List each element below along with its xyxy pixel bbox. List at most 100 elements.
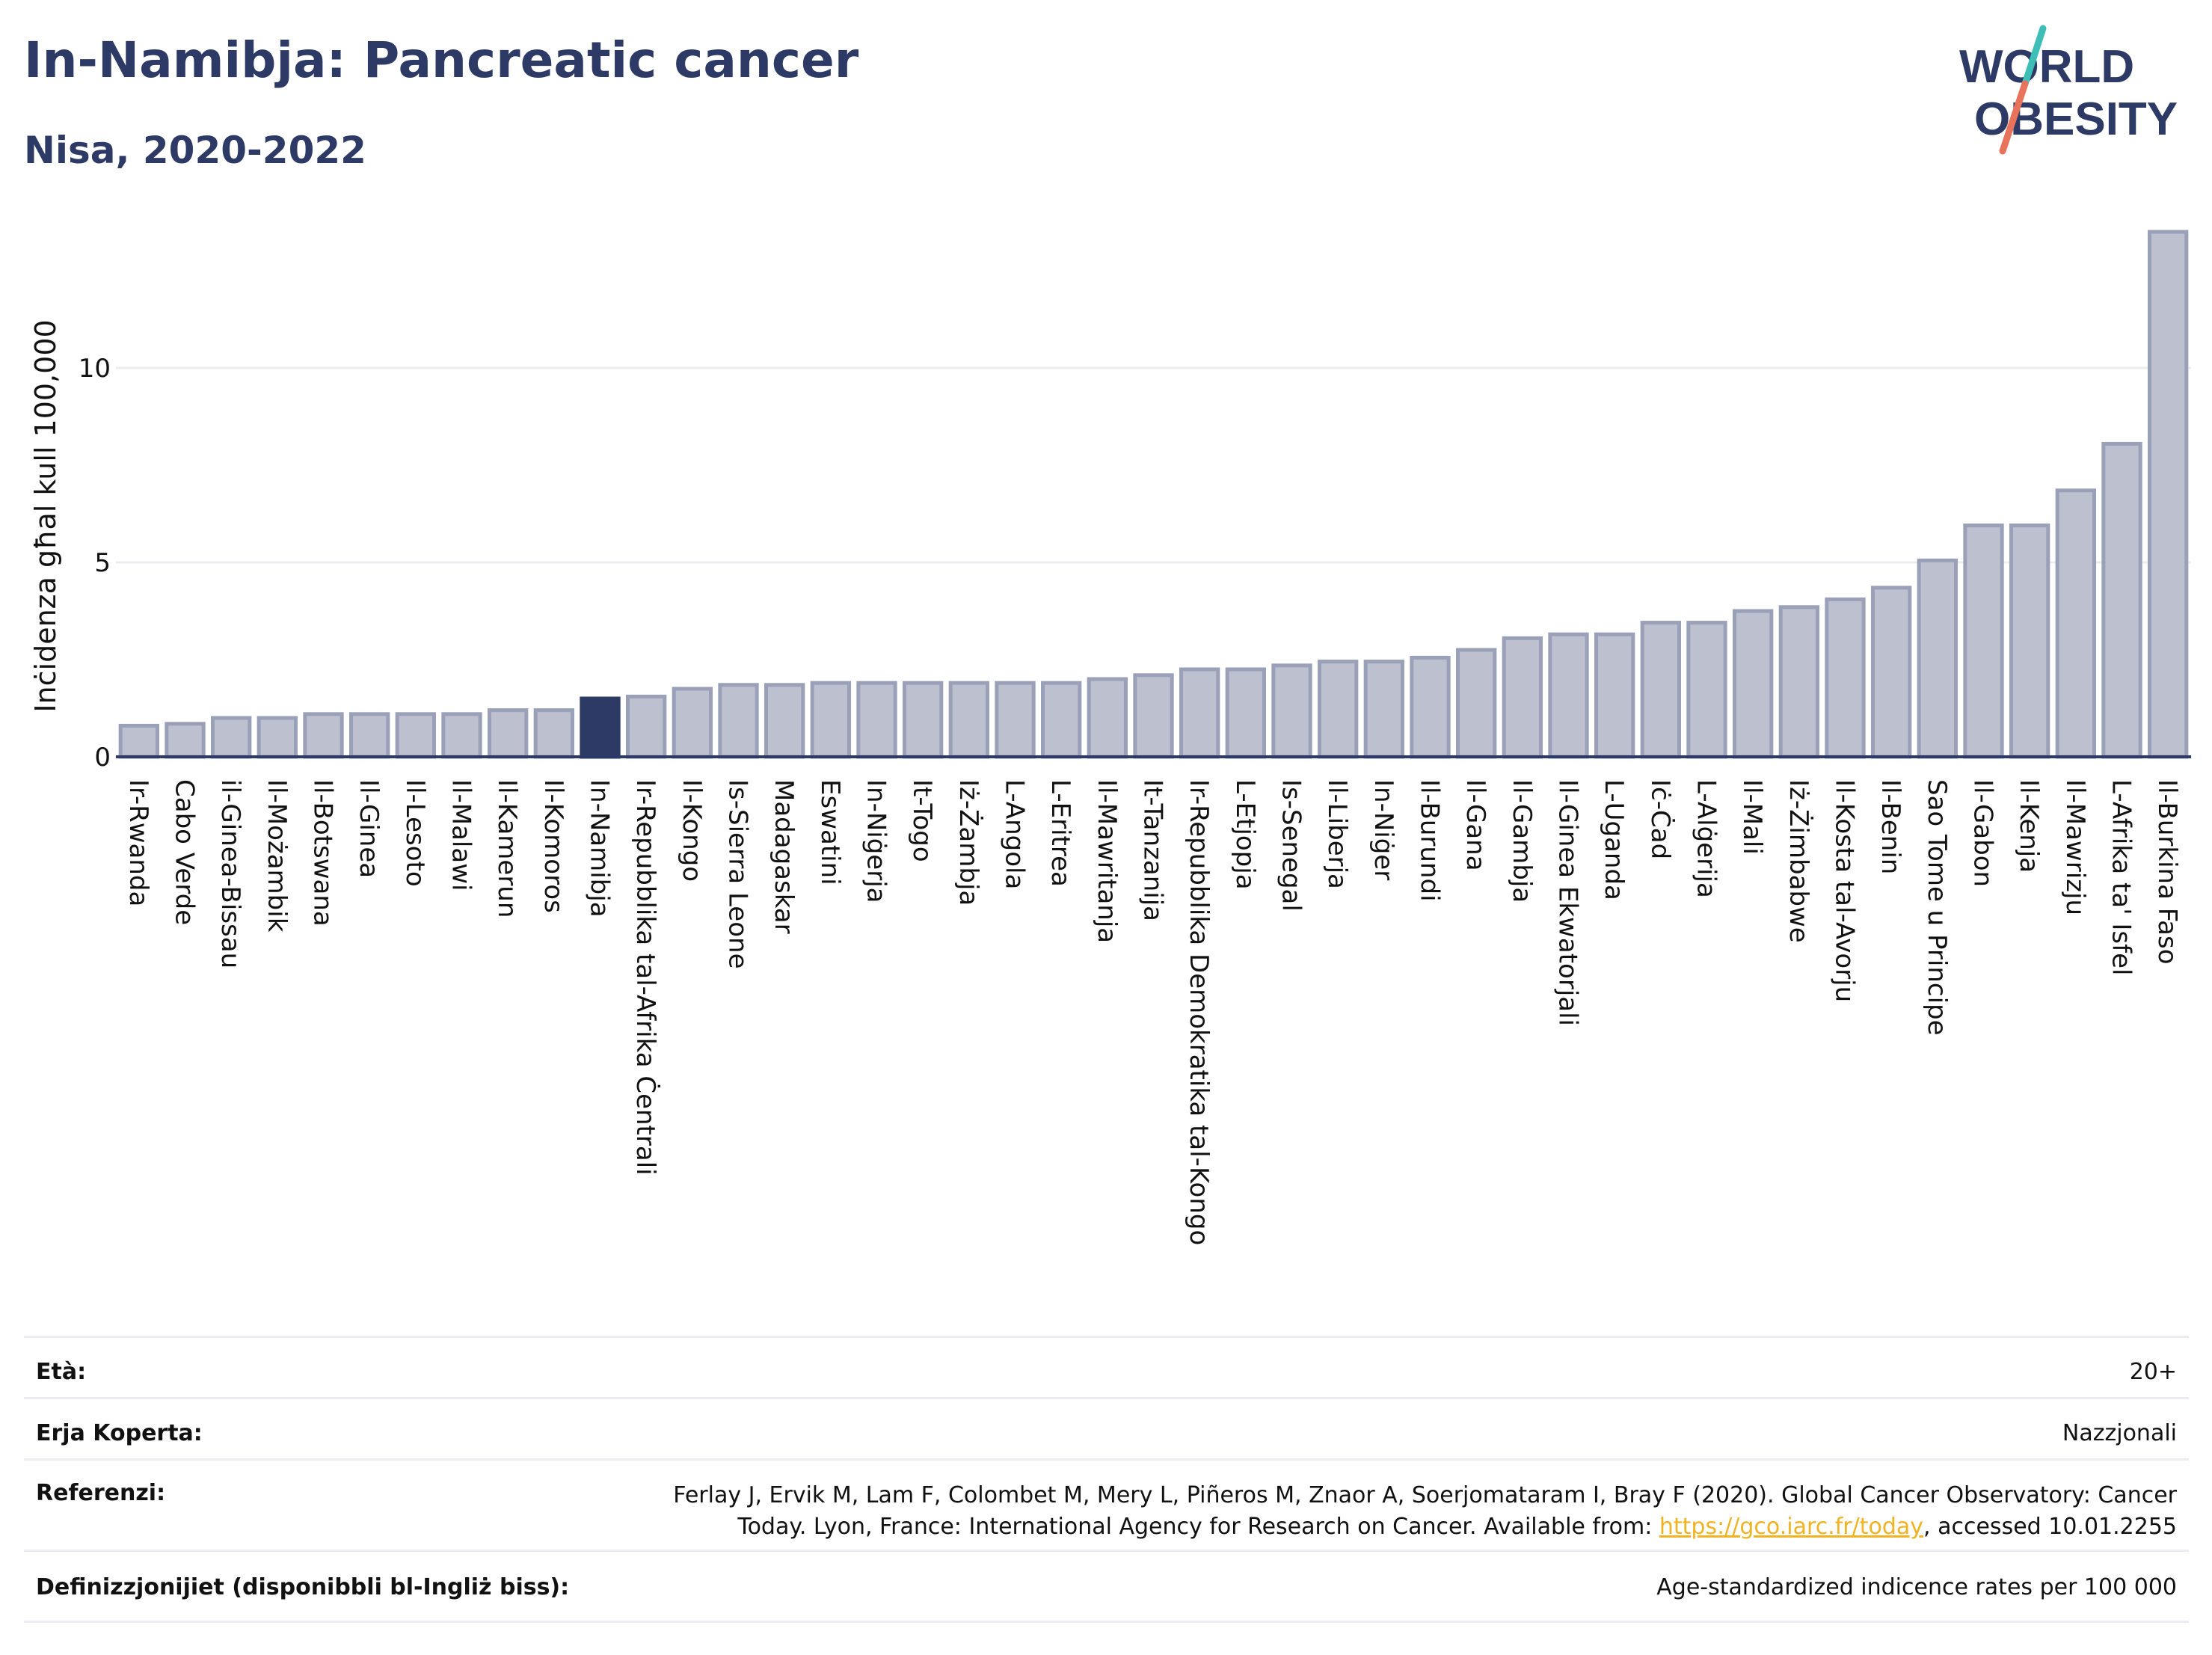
x-tick-label: Il-Komoros [538, 779, 568, 913]
bar-chart: 0 5 10 Inċidenza għal kull 100,000 Ir-Rwanda… [29, 230, 2191, 1245]
logo-line1: WORLD [1959, 41, 2134, 93]
x-tick-label: Il-Gabon [1968, 779, 1998, 887]
bar [1271, 663, 1312, 759]
x-tick-label: Sao Tome u Principe [1922, 779, 1952, 1036]
x-tick-label: Il-Gana [1460, 779, 1490, 871]
x-tick-label: L-Etjopja [1230, 779, 1260, 890]
page-subtitle: Nisa, 2020-2022 [24, 129, 366, 172]
bar [764, 683, 805, 759]
x-tick-label: It-Togo [907, 779, 937, 862]
x-tick-label: Il-Burkina Faso [2152, 779, 2182, 965]
bar [118, 723, 160, 759]
bar [1133, 673, 1174, 759]
x-tick-label: L-Uganda [1599, 779, 1629, 900]
bar [1041, 681, 1082, 759]
x-tick-label: Il-Mali [1737, 779, 1767, 855]
x-tick-label: Ir-Repubblika tal-Afrika Ċentrali [630, 779, 661, 1176]
x-tick-label: Il-Mawritanja [1092, 779, 1122, 943]
x-tick-label: Il-Kosta tal-Avorju [1830, 779, 1860, 1002]
x-tick-label: Il-Malawi [446, 779, 476, 891]
bar [626, 694, 667, 759]
bar [1778, 605, 1820, 759]
bar [1225, 667, 1266, 759]
x-tick-label: Il-Ginea Ekwatorjali [1553, 779, 1583, 1026]
x-tick-label: Il-Mawrizju [2060, 779, 2090, 915]
bar [672, 687, 713, 759]
bar [1917, 558, 1958, 759]
x-tick-label: Il-Liberja [1322, 779, 1352, 889]
bar [903, 681, 944, 759]
reference-line1: Ferlay J, Ervik M, Lam F, Colombet M, Me… [673, 1482, 2177, 1508]
bar [1825, 597, 1866, 759]
x-tick-label: Il-Kongo [677, 779, 707, 882]
x-tick-label: Il-Kamerun [492, 779, 522, 918]
meta-row-age: Età: 20+ [24, 1336, 2189, 1399]
y-tick-label: 10 [79, 354, 111, 384]
x-tick-label: Il-Lesoto [400, 779, 430, 887]
bar [1871, 586, 1912, 759]
y-tick-label: 0 [94, 743, 111, 773]
reference-line2-post: , accessed 10.01.2255 [1923, 1514, 2177, 1540]
bar [1963, 523, 2004, 759]
x-tick-label: It-Tanzanija [1138, 779, 1168, 921]
page-title: In-Namibja: Pancreatic cancer [24, 31, 859, 89]
reference-line2-pre: Today. Lyon, France: International Agenc… [737, 1514, 1659, 1540]
x-tick-label: In-Namibja [585, 779, 615, 918]
x-tick-label: L-Afrika tа' Isfel [2107, 779, 2136, 975]
x-tick-label: Il-Ginea [354, 779, 384, 878]
x-tick-label: Cabo Verde [170, 779, 200, 925]
x-tick-label: L-Angola [1000, 779, 1030, 889]
bar [1179, 667, 1220, 759]
x-tick-label: Ir-Repubblika Demokratika tal-Kongo [1184, 779, 1214, 1245]
reference-link[interactable]: https://gco.iarc.fr/today [1659, 1514, 1924, 1540]
meta-row-area: Erja Koperta: Nazzjonali [24, 1397, 2189, 1461]
meta-value-references: Ferlay J, Ervik M, Lam F, Colombet M, Me… [673, 1480, 2177, 1543]
y-axis-label: Inċidenza għal kull 100,000 [29, 319, 62, 712]
bar [533, 708, 575, 759]
bar [1456, 648, 1497, 759]
x-tick-label: Iż-Żimbabwe [1784, 779, 1813, 943]
x-tick-label: Il-Kenja [2014, 779, 2044, 873]
x-tick-label: Is-Sierra Leone [723, 779, 753, 969]
meta-row-definitions: Definizzjonijiet (disponibbli bl-Ingliż … [24, 1550, 2189, 1623]
bar [810, 681, 851, 759]
bar [995, 681, 1036, 759]
x-tick-label: Il-Benin [1875, 779, 1905, 874]
x-tick-label: In-Niġerja [861, 779, 891, 903]
bar [1410, 655, 1451, 759]
x-tick-label: L-Alġerija [1692, 779, 1721, 898]
meta-label-age: Età: [36, 1359, 87, 1385]
bar [1733, 609, 1774, 759]
bar [256, 716, 298, 759]
bar [165, 722, 206, 759]
x-tick-label: L-Eritrea [1045, 779, 1075, 887]
bar [1318, 660, 1359, 759]
meta-value-definitions: Age-standardized indicence rates per 100… [1656, 1574, 2177, 1600]
bar [211, 716, 252, 759]
bar [441, 712, 482, 759]
x-tick-label: Il-Gambja [1507, 779, 1537, 903]
bar [2101, 441, 2142, 759]
bar [718, 683, 759, 759]
bar [2009, 523, 2050, 759]
bar [1087, 677, 1128, 759]
x-tick-label: Il-Botswana [308, 779, 338, 927]
world-obesity-logo: WORLD OBESITY [1959, 25, 2178, 155]
meta-value-area: Nazzjonali [2062, 1420, 2177, 1446]
bar [948, 681, 989, 759]
meta-row-references: Referenzi: Ferlay J, Ervik M, Lam F, Col… [24, 1458, 2189, 1552]
meta-label-definitions: Definizzjonijiet (disponibbli bl-Ingliż … [36, 1574, 570, 1600]
x-tick-label: il-Ginea-Bissau [215, 779, 245, 968]
bar [1502, 636, 1543, 759]
x-tick-label: Ir-Rwanda [123, 779, 153, 906]
x-tick-label: Il-Możambik [262, 779, 292, 933]
bar [2148, 230, 2189, 759]
bar [488, 708, 529, 759]
logo-slash-bottom [1999, 80, 2029, 155]
x-tick-label: Eswatini [815, 779, 845, 885]
meta-label-area: Erja Koperta: [36, 1420, 203, 1446]
x-tick-label: In-Niġer [1368, 779, 1398, 880]
bar [395, 712, 437, 759]
x-tick-label: Il-Burundi [1415, 779, 1445, 902]
bar [1594, 632, 1635, 759]
